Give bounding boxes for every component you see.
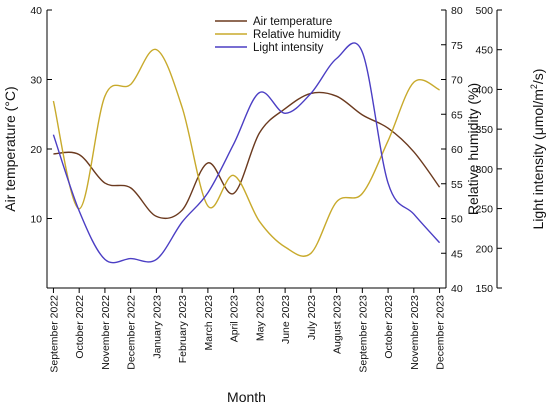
left-tick-label: 10 — [30, 214, 42, 226]
light-tick-label: 350 — [475, 124, 493, 136]
air-temperature-legend-label: Air temperature — [253, 16, 332, 28]
humidity-tick-label: 80 — [451, 5, 463, 17]
humidity-tick-label: 60 — [451, 144, 463, 156]
humidity-axis-title: Relative humidity (%) — [465, 83, 481, 215]
x-tick-label: October 2022 — [74, 295, 86, 359]
light-tick-label: 450 — [475, 45, 493, 57]
x-tick-label: October 2023 — [383, 295, 395, 359]
light-tick-label: 500 — [475, 5, 493, 17]
x-tick-label: December 2023 — [435, 295, 447, 370]
humidity-tick-label: 75 — [451, 40, 463, 52]
light-intensity-legend-label: Light intensity — [253, 42, 324, 54]
humidity-tick-label: 70 — [451, 75, 463, 87]
humidity-tick-label: 65 — [451, 109, 463, 121]
series-lines — [52, 42, 441, 264]
x-tick-label: September 2022 — [48, 295, 60, 373]
humidity-tick-label: 50 — [451, 214, 463, 226]
relative-humidity-line — [52, 48, 440, 257]
left-tick-label: 20 — [30, 144, 42, 156]
air-temperature-line — [53, 91, 441, 220]
axis-titles: Month Air temperature (°C) Relative humidi… — [2, 69, 546, 405]
x-tick-label: November 2022 — [100, 295, 112, 370]
x-axis-title: Month — [227, 389, 266, 405]
left-tick-label: 40 — [30, 5, 42, 17]
x-tick-label: April 2023 — [229, 295, 241, 342]
light-tick-label: 150 — [475, 283, 493, 295]
x-tick-label: September 2023 — [357, 295, 369, 373]
left-tick-label: 30 — [30, 75, 42, 87]
axes-layer: 10 20 30 40 40 45 50 55 60 65 70 75 80 150 200 250 300 35… — [30, 5, 502, 373]
x-tick-label: March 2023 — [203, 295, 215, 351]
light-axis-title-part: Light intensity (μmol/m — [530, 89, 546, 229]
x-tick-label: January 2023 — [151, 295, 163, 359]
humidity-tick-label: 45 — [451, 248, 463, 260]
light-axis-title: Light intensity (μmol/m2/s) — [529, 69, 546, 230]
light-tick-label: 200 — [475, 243, 493, 255]
x-tick-label: May 2023 — [254, 295, 266, 341]
light-tick-label: 250 — [475, 204, 493, 216]
humidity-tick-label: 40 — [451, 283, 463, 295]
x-tick-label: June 2023 — [280, 295, 292, 344]
humidity-tick-label: 55 — [451, 179, 463, 191]
x-tick-label: November 2023 — [409, 295, 421, 370]
x-tick-label: July 2023 — [306, 295, 318, 340]
light-axis-title-part: /s) — [530, 69, 546, 85]
left-axis-title: Air temperature (°C) — [2, 86, 18, 211]
x-tick-label: August 2023 — [332, 295, 344, 354]
relative-humidity-legend-label: Relative humidity — [253, 29, 341, 41]
light-intensity-line — [52, 42, 441, 264]
light-axis-title-superscript: 2 — [529, 84, 539, 89]
x-tick-label: February 2023 — [177, 295, 189, 363]
x-tick-label: December 2022 — [126, 295, 138, 370]
light-tick-label: 300 — [475, 164, 493, 176]
light-tick-label: 400 — [475, 84, 493, 96]
